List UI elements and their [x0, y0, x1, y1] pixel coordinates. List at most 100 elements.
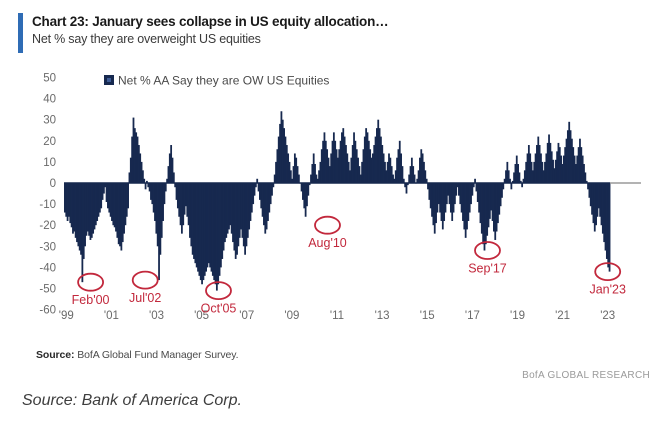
bar — [410, 157, 413, 183]
bar — [127, 183, 129, 209]
bar — [466, 183, 468, 230]
bar — [378, 128, 381, 183]
bar — [443, 183, 446, 221]
bar — [135, 132, 138, 183]
x-tick-label: '11 — [330, 310, 344, 322]
bar — [218, 183, 221, 276]
bar — [334, 140, 337, 183]
bar — [162, 183, 164, 221]
bar — [577, 147, 580, 183]
bar — [401, 166, 404, 183]
y-tick-label: 20 — [43, 136, 56, 148]
bar — [176, 183, 179, 209]
bar — [546, 142, 549, 183]
bar — [111, 183, 113, 221]
bar — [205, 183, 207, 272]
bar — [413, 174, 416, 183]
bar — [558, 147, 561, 183]
bar — [217, 183, 220, 285]
bar — [119, 183, 121, 247]
bar — [525, 161, 528, 183]
x-tick-label: '99 — [59, 310, 74, 322]
bar — [74, 183, 77, 238]
bar — [324, 140, 327, 183]
bar — [518, 172, 521, 183]
bar — [293, 153, 296, 183]
y-tick-label: -30 — [39, 241, 56, 253]
bar — [593, 183, 596, 232]
bar — [341, 132, 343, 183]
bar — [86, 183, 89, 232]
bar — [224, 183, 226, 243]
bar — [244, 183, 246, 255]
research-tag: BofA GLOBAL RESEARCH — [522, 370, 650, 381]
bar — [394, 170, 397, 183]
bar — [592, 183, 595, 224]
bar — [345, 145, 347, 183]
bar — [439, 183, 441, 213]
bar — [137, 145, 140, 183]
bar — [491, 183, 494, 221]
bar — [159, 183, 162, 255]
bar — [349, 170, 351, 183]
bar — [272, 183, 275, 188]
bar — [327, 157, 330, 183]
bar — [369, 149, 372, 183]
bar — [116, 183, 119, 238]
bar — [175, 183, 178, 200]
bar — [211, 183, 214, 276]
bar — [480, 183, 483, 234]
page-subtitle: Net % say they are overweight US equitie… — [32, 32, 261, 46]
x-tick-label: '15 — [420, 310, 435, 322]
header-text-block: Chart 23: January sees collapse in US eq… — [32, 13, 389, 48]
bar — [273, 174, 276, 183]
bar — [181, 183, 183, 234]
bar — [230, 183, 233, 234]
callout-annotations: Feb'00 Jul'02 Oct'05 Aug'10 Sep'17 Jan'23 — [72, 215, 626, 316]
bar — [521, 183, 524, 188]
bar — [384, 161, 386, 183]
bar — [580, 147, 583, 183]
bar — [350, 157, 353, 183]
bar — [478, 183, 480, 213]
bar — [182, 183, 185, 226]
bar — [132, 117, 135, 183]
bar — [488, 183, 491, 219]
bar — [529, 153, 532, 183]
bar — [571, 138, 573, 183]
bar — [503, 178, 506, 183]
source-text: BofA Global Fund Manager Survey. — [77, 349, 239, 361]
bar — [139, 153, 142, 183]
y-tick-label: -10 — [39, 199, 56, 211]
bar — [436, 183, 439, 213]
bar — [82, 183, 85, 259]
bar — [268, 183, 271, 213]
bar — [78, 183, 81, 251]
bar — [392, 174, 394, 183]
bar — [585, 180, 588, 183]
bar — [125, 183, 128, 217]
bar — [300, 183, 303, 192]
bar — [289, 170, 292, 183]
bar — [236, 183, 238, 255]
bar — [76, 183, 78, 243]
bar — [113, 183, 116, 228]
bar — [94, 183, 97, 226]
bar — [370, 157, 373, 183]
bar — [191, 183, 194, 255]
bar — [564, 147, 567, 183]
bar — [608, 183, 611, 272]
bar — [155, 183, 158, 234]
bar — [601, 183, 604, 234]
bar — [331, 140, 334, 183]
callout-circle — [77, 272, 104, 292]
bar — [166, 178, 168, 183]
title-accent-bar — [18, 13, 23, 53]
bar — [292, 166, 295, 183]
bar — [371, 153, 374, 183]
bar — [476, 183, 479, 202]
bar — [346, 153, 349, 183]
bar — [600, 183, 603, 226]
bar — [185, 183, 187, 207]
